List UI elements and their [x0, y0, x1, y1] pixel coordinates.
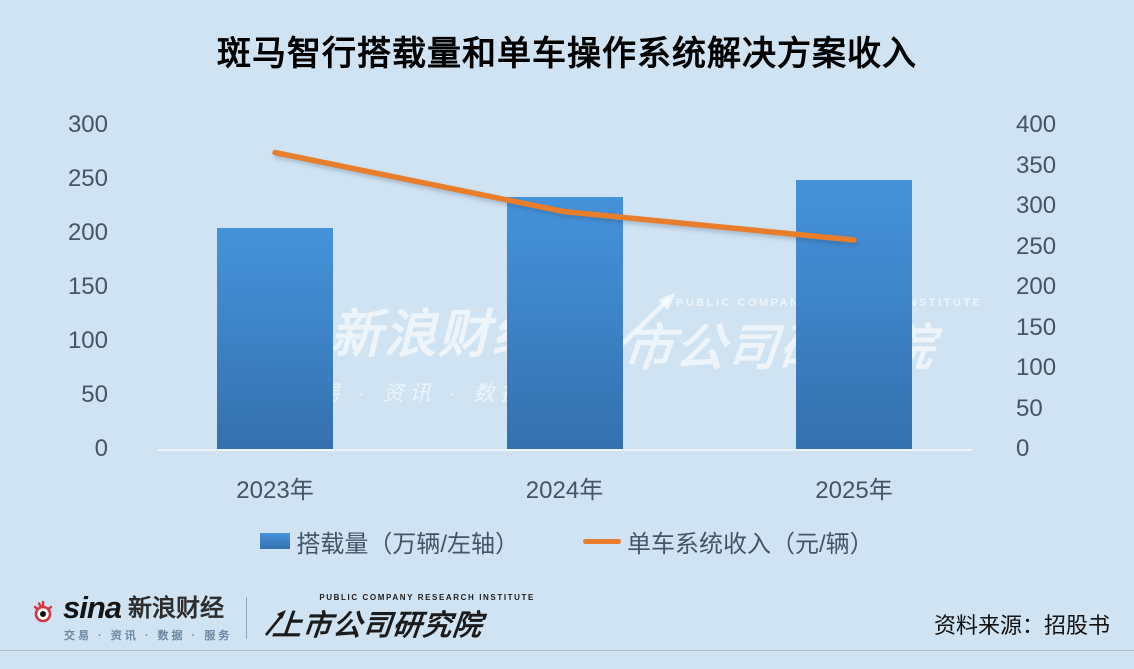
data-source-note: 资料来源：招股书 — [933, 613, 1110, 638]
sina-eye-icon — [33, 600, 53, 623]
left-axis-tick: 0 — [94, 435, 108, 462]
footer-branding: sina 新浪财经 交易 · 资讯 · 数据 · 服务 PUBLIC COMPA… — [30, 592, 535, 644]
legend-item-volume: 搭载量（万辆/左轴） — [260, 524, 519, 559]
right-axis-tick: 150 — [1016, 313, 1057, 341]
sina-logotype: sina — [63, 590, 122, 625]
revenue-line — [272, 149, 857, 243]
left-axis-tick: 100 — [67, 327, 108, 354]
left-axis-tick: 250 — [67, 165, 108, 192]
left-axis-tick: 200 — [67, 219, 108, 246]
chart-title: 斑马智行搭载量和单车操作系统解决方案收入 — [217, 35, 917, 73]
right-axis-tick: 400 — [1016, 111, 1057, 138]
legend-item-revenue: 单车系统收入（元/辆） — [583, 524, 874, 559]
category-label: 2025年 — [815, 477, 893, 504]
legend: 搭载量（万辆/左轴） 单车系统收入（元/辆） — [0, 521, 1134, 561]
category-label: 2024年 — [525, 477, 604, 504]
brand-divider — [246, 597, 248, 639]
watermark-arrow-icon — [614, 292, 676, 352]
bar-2023年 — [217, 227, 333, 449]
right-axis-tick: 50 — [1016, 394, 1043, 422]
bar-legend-swatch-icon — [260, 533, 291, 549]
right-axis-tick: 100 — [1016, 354, 1057, 381]
category-label: 2023年 — [236, 477, 314, 504]
left-axis-tick: 150 — [67, 273, 108, 300]
right-axis-tick: 350 — [1016, 151, 1057, 179]
line-legend-swatch-icon — [583, 538, 621, 544]
right-axis-tick: 0 — [1016, 435, 1030, 462]
sina-finance-name: 新浪财经 — [128, 595, 225, 622]
right-axis-tick: 300 — [1016, 192, 1057, 219]
bar-2024年 — [506, 197, 623, 449]
x-axis-line — [158, 449, 972, 451]
bar-2025年 — [796, 180, 912, 449]
right-axis-tick: 200 — [1016, 273, 1057, 300]
pcri-en-name: PUBLIC COMPANY RESEARCH INSTITUTE — [319, 592, 535, 602]
pcri-logo: PUBLIC COMPANY RESEARCH INSTITUTE 上市公司研究… — [263, 593, 535, 644]
left-axis-tick: 300 — [67, 111, 108, 138]
legend-volume-label: 搭载量（万辆/左轴） — [296, 530, 519, 558]
pcri-arrow-icon — [265, 609, 287, 636]
sina-finance-logo: sina 新浪财经 交易 · 资讯 · 数据 · 服务 — [30, 590, 233, 643]
right-axis-tick: 250 — [1016, 232, 1057, 260]
legend-revenue-label: 单车系统收入（元/辆） — [627, 530, 874, 558]
sina-tagline: 交易 · 资讯 · 数据 · 服务 — [64, 630, 233, 642]
footer-divider — [0, 650, 1134, 651]
left-axis-tick: 50 — [81, 381, 108, 408]
